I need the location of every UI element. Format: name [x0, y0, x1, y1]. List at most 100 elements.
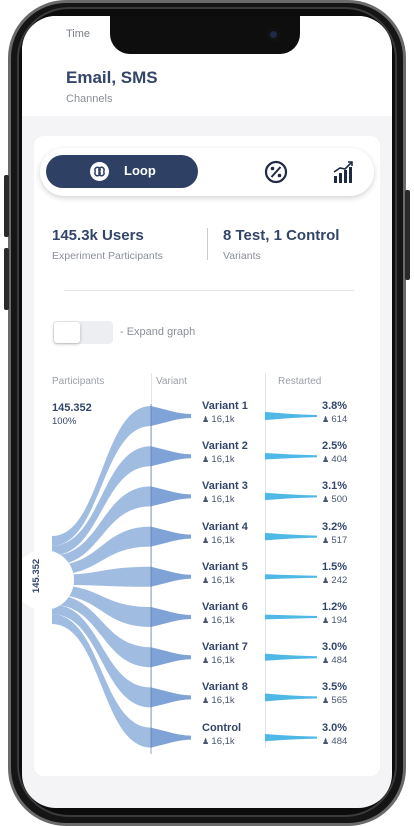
percent-icon[interactable] [262, 158, 290, 186]
variant-name[interactable]: Control [202, 721, 242, 734]
variant-name[interactable]: Variant 2 [202, 440, 248, 453]
user-icon: ♟ [202, 535, 212, 545]
variant-name[interactable]: Variant 7 [202, 641, 248, 654]
sankey-graph [22, 404, 317, 754]
variant-flow [151, 727, 191, 748]
variant-flow [151, 486, 191, 507]
restart-percent: 3.2% [322, 520, 348, 533]
restart-count-value: 484 [331, 735, 348, 747]
restart-percent: 3.0% [322, 641, 348, 654]
participant-flow [52, 584, 151, 627]
users-stat-value: 145.3k Users [52, 227, 144, 244]
toggle-knob [54, 322, 80, 343]
column-header-restarted: Restarted [278, 376, 322, 387]
user-icon: ♟ [202, 455, 212, 465]
restart-percent: 3.8% [322, 400, 348, 412]
loop-icon [90, 162, 109, 181]
variant-count: ♟ 16,1k [202, 454, 235, 465]
variant-count: ♟ 16,1k [202, 535, 235, 546]
user-icon: ♟ [202, 415, 212, 424]
tab-loop-label: Loop [124, 163, 156, 178]
variant-count-value: 16,1k [211, 695, 235, 707]
user-icon: ♟ [202, 616, 212, 625]
channels-title: Email, SMS [66, 68, 158, 87]
variant-name[interactable]: Variant 4 [202, 520, 248, 533]
variant-count: ♟ 16,1k [202, 655, 235, 666]
volume-button [4, 175, 9, 237]
restart-count-value: 484 [331, 655, 348, 667]
restart-percent: 3.1% [322, 480, 348, 493]
restart-flow [265, 532, 317, 541]
variants-stat-label: Variants [223, 250, 261, 262]
participant-flow [52, 486, 151, 566]
restart-count: ♟ 404 [322, 454, 347, 465]
user-icon: ♟ [322, 495, 332, 505]
restart-count: ♟ 517 [322, 535, 347, 546]
column-header-variant: Variant [156, 376, 187, 387]
restart-count: ♟ 484 [322, 655, 347, 666]
bar-chart-trend-icon[interactable] [330, 158, 358, 186]
restart-count-value: 404 [331, 454, 348, 466]
restart-count-value: 517 [331, 534, 348, 546]
variant-name[interactable]: Variant 8 [202, 681, 248, 694]
user-icon: ♟ [322, 696, 332, 706]
app-screen: Time Email, SMS Channels Loop [22, 16, 392, 808]
users-stat-label: Experiment Participants [52, 250, 163, 262]
variant-flow [151, 607, 191, 627]
user-icon: ♟ [322, 415, 332, 424]
variant-flow [151, 566, 191, 587]
participant-flow [52, 526, 151, 576]
power-button [405, 190, 410, 280]
variant-count: ♟ 16,1k [202, 414, 235, 425]
variant-count: ♟ 16,1k [202, 695, 235, 706]
user-icon: ♟ [322, 656, 332, 666]
section-divider [64, 290, 354, 291]
variant-flow [151, 647, 191, 668]
restart-flow [265, 452, 317, 460]
restart-percent: 1.2% [322, 601, 348, 613]
participant-flow [52, 594, 151, 668]
variant-count-value: 16,1k [211, 454, 235, 466]
variant-flow [151, 526, 191, 547]
restart-flow [265, 653, 317, 661]
volume-button [4, 248, 9, 310]
restart-count: ♟ 242 [322, 575, 347, 586]
variant-name[interactable]: Variant 6 [202, 601, 248, 613]
variant-name[interactable]: Variant 1 [202, 400, 248, 412]
participants-node [22, 550, 74, 610]
tab-loop[interactable]: Loop [46, 155, 198, 188]
participants-node-label: 145.352 [31, 558, 42, 594]
column-divider [265, 373, 266, 748]
variant-count-value: 16,1k [211, 494, 235, 506]
variant-count-value: 16,1k [211, 655, 235, 667]
participant-flow [52, 406, 151, 546]
restart-count: ♟ 614 [322, 414, 347, 425]
expand-graph-toggle[interactable] [53, 321, 113, 344]
restart-count-value: 614 [331, 414, 348, 425]
user-icon: ♟ [322, 455, 332, 465]
user-icon: ♟ [322, 736, 332, 746]
restart-percent: 3.5% [322, 681, 348, 694]
variant-column-bar [150, 404, 152, 754]
variant-flow [151, 446, 191, 467]
variant-count-value: 16,1k [211, 574, 235, 586]
variant-count-value: 16,1k [211, 414, 235, 425]
restart-flow [265, 614, 317, 620]
restart-count-value: 500 [331, 494, 348, 506]
camera [267, 28, 280, 41]
user-icon: ♟ [322, 575, 332, 585]
user-icon: ♟ [202, 696, 212, 706]
restart-count-value: 194 [331, 615, 348, 626]
participants-total: 145.352 [52, 402, 92, 414]
stats-divider [207, 228, 208, 260]
variant-count: ♟ 16,1k [202, 575, 235, 586]
column-divider [151, 373, 152, 748]
restart-flow [265, 734, 317, 742]
variant-name[interactable]: Variant 5 [202, 560, 248, 573]
variants-stat-value: 8 Test, 1 Control [223, 227, 340, 244]
time-label: Time [66, 28, 91, 40]
participant-flow [52, 614, 151, 748]
column-header-participants: Participants [52, 376, 105, 387]
user-icon: ♟ [202, 495, 212, 505]
variant-name[interactable]: Variant 3 [202, 480, 248, 493]
